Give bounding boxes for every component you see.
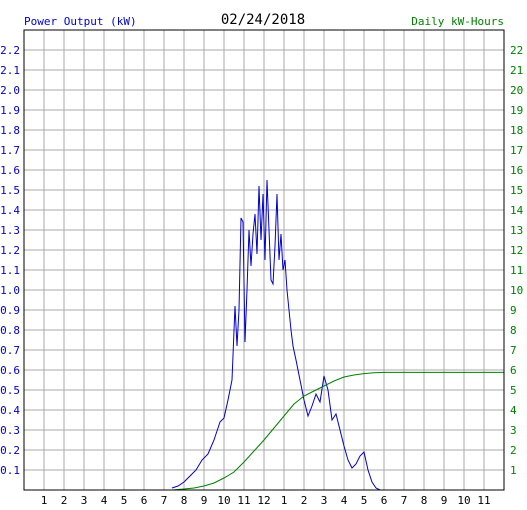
left-axis-ticks: 0.1 0.2 0.3 0.4 0.5 0.6 0.7 0.8 0.9 1.0 1.1 1.2 1.3 1… [0, 44, 20, 477]
right-tick-label: 13 [510, 224, 523, 237]
x-tick-label: 8 [181, 494, 188, 507]
left-tick-label: 0.1 [0, 464, 20, 477]
left-tick-label: 2.0 [0, 84, 20, 97]
left-tick-label: 1.2 [0, 244, 20, 257]
x-tick-label: 4 [341, 494, 348, 507]
right-tick-label: 21 [510, 64, 523, 77]
right-tick-label: 19 [510, 104, 523, 117]
x-tick-label: 3 [81, 494, 88, 507]
left-tick-label: 1.0 [0, 284, 20, 297]
right-tick-label: 9 [510, 304, 517, 317]
left-tick-label: 0.3 [0, 424, 20, 437]
series-line-daily-kwh [171, 371, 504, 491]
left-tick-label: 1.3 [0, 224, 20, 237]
left-tick-label: 1.4 [0, 204, 20, 217]
left-tick-label: 1.1 [0, 264, 20, 277]
left-tick-label: 0.5 [0, 384, 20, 397]
x-tick-label: 10 [217, 494, 230, 507]
x-tick-label: 5 [121, 494, 128, 507]
x-tick-label: 7 [401, 494, 408, 507]
left-axis-title: Power Output (kW) [24, 15, 137, 28]
plot-frame [23, 29, 505, 491]
x-tick-label: 3 [321, 494, 328, 507]
right-tick-label: 4 [510, 404, 517, 417]
left-tick-label: 2.1 [0, 64, 20, 77]
series-line-power-output [171, 179, 388, 491]
x-tick-label: 9 [441, 494, 448, 507]
right-tick-label: 7 [510, 344, 517, 357]
left-tick-label: 0.9 [0, 304, 20, 317]
grid-lines [24, 30, 504, 490]
right-tick-label: 2 [510, 444, 517, 457]
left-tick-label: 0.2 [0, 444, 20, 457]
right-tick-label: 20 [510, 84, 523, 97]
right-tick-label: 15 [510, 184, 523, 197]
left-tick-label: 1.7 [0, 144, 20, 157]
left-tick-label: 1.8 [0, 124, 20, 137]
right-tick-label: 5 [510, 384, 517, 397]
left-tick-label: 0.7 [0, 344, 20, 357]
right-tick-label: 17 [510, 144, 523, 157]
x-tick-label: 1 [41, 494, 48, 507]
x-tick-label: 11 [237, 494, 250, 507]
x-tick-label: 8 [421, 494, 428, 507]
right-tick-label: 10 [510, 284, 523, 297]
right-tick-label: 11 [510, 264, 523, 277]
right-tick-label: 1 [510, 464, 517, 477]
right-tick-label: 6 [510, 364, 517, 377]
right-tick-label: 16 [510, 164, 523, 177]
right-tick-label: 22 [510, 44, 523, 57]
x-tick-label: 7 [161, 494, 168, 507]
x-tick-label: 2 [61, 494, 68, 507]
x-tick-label: 6 [381, 494, 388, 507]
x-tick-label: 4 [101, 494, 108, 507]
right-tick-label: 14 [510, 204, 524, 217]
left-tick-label: 1.5 [0, 184, 20, 197]
left-tick-label: 0.8 [0, 324, 20, 337]
right-tick-label: 3 [510, 424, 517, 437]
x-tick-label: 11 [477, 494, 490, 507]
right-tick-label: 8 [510, 324, 517, 337]
x-tick-label: 10 [457, 494, 470, 507]
x-tick-label: 12 [257, 494, 270, 507]
x-tick-label: 6 [141, 494, 148, 507]
chart-title: 02/24/2018 [221, 12, 305, 28]
left-tick-label: 0.4 [0, 404, 20, 417]
right-axis-title: Daily kW-Hours [411, 15, 504, 28]
x-tick-label: 2 [301, 494, 308, 507]
right-tick-label: 12 [510, 244, 523, 257]
left-tick-label: 1.6 [0, 164, 20, 177]
series-layer [171, 179, 504, 491]
left-tick-label: 1.9 [0, 104, 20, 117]
right-tick-label: 18 [510, 124, 523, 137]
left-tick-label: 0.6 [0, 364, 20, 377]
x-tick-label: 9 [201, 494, 208, 507]
x-tick-label: 1 [281, 494, 288, 507]
x-axis-ticks: 1 2 3 4 5 6 7 8 9 10 11 12 1 2 3 4 5 6 7 8 9 10 11 [41, 494, 491, 507]
x-tick-label: 5 [361, 494, 368, 507]
left-tick-label: 2.2 [0, 44, 20, 57]
